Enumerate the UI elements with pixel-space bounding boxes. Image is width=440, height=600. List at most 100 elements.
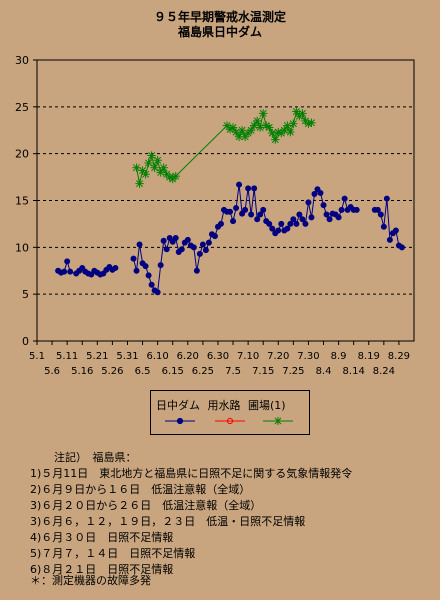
notes: 注記） 福島県： 1)５月11日 東北地方と福島県に日照不足に関する気象情報発令… xyxy=(30,450,352,578)
x-tick-label-bottom-4: 6.15 xyxy=(162,366,184,377)
notes-header: 注記） 福島県： xyxy=(54,451,137,464)
chart-legend: 日中ダム 用水路 圃場(1) xyxy=(150,390,310,435)
series-0-point-72 xyxy=(290,216,297,223)
series-0-point-82 xyxy=(320,202,327,209)
x-tick-label-top-12: 8.29 xyxy=(388,351,410,362)
legend-symbol-hojo-1 xyxy=(263,417,293,425)
series-0-point-21 xyxy=(136,241,143,248)
series-0-point-20 xyxy=(133,267,140,274)
x-tick-label-bottom-9: 8.4 xyxy=(316,366,332,377)
y-tick-label-2: 10 xyxy=(15,241,29,254)
x-tick-label-top-2: 5.21 xyxy=(86,351,108,362)
y-tick-label-6: 30 xyxy=(15,54,29,67)
legend-symbol-yosuiro xyxy=(215,417,245,425)
note-item-4: 3)６月６，１２，１９日，２３日 低温・日照不足情報 xyxy=(30,515,306,528)
x-tick-label-bottom-3: 6.5 xyxy=(135,366,151,377)
series-0-point-24 xyxy=(145,272,152,279)
series-0-point-101 xyxy=(392,227,399,234)
series-0-point-74 xyxy=(296,211,303,218)
series-2-point-35 xyxy=(286,127,295,137)
x-tick-label-top-11: 8.19 xyxy=(358,351,380,362)
series-0-point-78 xyxy=(308,214,315,221)
series-2-point-39 xyxy=(298,109,307,118)
x-tick-label-top-1: 5.11 xyxy=(56,351,78,362)
y-tick-label-3: 15 xyxy=(15,195,29,208)
x-tick-label-bottom-0: 5.6 xyxy=(44,366,60,377)
series-2-point-7 xyxy=(153,156,162,165)
series-0-point-30 xyxy=(163,246,170,253)
series-2-point-36 xyxy=(289,119,298,128)
series-0-point-42 xyxy=(199,241,206,248)
series-0-point-40 xyxy=(193,267,200,274)
series-2-point-6 xyxy=(150,163,159,172)
series-0-point-67 xyxy=(275,227,282,234)
series-0-point-70 xyxy=(284,225,291,232)
series-0-point-89 xyxy=(341,195,348,202)
series-0-point-65 xyxy=(269,225,276,232)
x-tick-label-bottom-10: 8.14 xyxy=(343,366,365,377)
series-2-point-3 xyxy=(141,170,150,179)
series-0-point-29 xyxy=(160,237,167,244)
chart-title-line-2: 福島県日中ダム xyxy=(177,25,262,39)
series-0-point-61 xyxy=(257,211,264,218)
series-0-point-83 xyxy=(323,211,330,218)
series-0-point-59 xyxy=(251,185,258,192)
series-0-point-7 xyxy=(79,264,86,271)
x-tick-label-bottom-5: 6.25 xyxy=(192,366,214,377)
y-tick-label-0: 0 xyxy=(22,335,29,348)
note-item-5: 4)６月３０日 日照不足情報 xyxy=(30,531,174,544)
series-0-point-27 xyxy=(154,289,161,296)
line-chart: 0 5 10 15 20 25 30 5.1 5.11 5.21 5.31 6.10 6.20 6.30 7… xyxy=(15,54,415,377)
y-tick-label-5: 25 xyxy=(15,101,29,114)
series-2-point-2 xyxy=(138,166,147,175)
series-0-point-55 xyxy=(239,210,246,217)
series-0-point-71 xyxy=(287,220,294,227)
x-tick-label-top-6: 6.30 xyxy=(207,351,229,362)
series-0-point-39 xyxy=(190,244,197,251)
series-0-point-4 xyxy=(67,268,74,275)
legend-label-hojo-1: 圃場(1) xyxy=(248,399,286,412)
series-2-point-30 xyxy=(271,135,280,144)
series-0-point-95 xyxy=(374,206,381,213)
x-tick-label-bottom-7: 7.15 xyxy=(252,366,274,377)
series-2-point-0 xyxy=(132,163,141,172)
chart-title: ９５年早期警戒水温測定 福島県日中ダム xyxy=(0,10,440,40)
series-2-point-24 xyxy=(252,116,262,126)
x-tick-label-top-0: 5.1 xyxy=(29,351,45,362)
note-item-1: 1)５月11日 東北地方と福島県に日照不足に関する気象情報発令 xyxy=(30,467,353,480)
series-0-point-10 xyxy=(88,271,95,278)
series-2-point-1 xyxy=(135,179,144,188)
legend-label-yosuiro: 用水路 xyxy=(207,399,241,412)
series-0-point-28 xyxy=(157,262,164,269)
series-0-point-58 xyxy=(248,211,255,218)
y-tick-label-1: 5 xyxy=(22,288,29,301)
series-2-point-29 xyxy=(268,128,277,138)
series-0-point-76 xyxy=(302,220,309,227)
series-0-point-19 xyxy=(130,255,137,262)
series-2-point-22 xyxy=(246,126,256,135)
note-item-6: 5)７月７，１４日 日照不足情報 xyxy=(30,547,196,560)
series-0-point-77 xyxy=(305,199,312,206)
series-0-point-14 xyxy=(100,270,107,277)
x-tick-label-top-10: 8.9 xyxy=(331,351,347,362)
series-0-point-93 xyxy=(353,206,360,213)
series-0-point-57 xyxy=(245,185,252,192)
series-0-point-68 xyxy=(278,220,285,227)
series-0-point-96 xyxy=(377,211,384,218)
series-2-point-5 xyxy=(147,151,156,160)
series-0-point-18 xyxy=(112,264,119,271)
x-tick-label-top-4: 6.10 xyxy=(147,351,169,362)
series-0-point-41 xyxy=(196,250,203,257)
series-0-point-60 xyxy=(254,216,261,223)
series-2-point-9 xyxy=(159,163,168,172)
series-0-point-54 xyxy=(236,181,243,188)
series-0-point-88 xyxy=(338,206,345,213)
legend-symbols xyxy=(165,417,293,425)
series-0-point-73 xyxy=(293,220,300,227)
series-0-point-99 xyxy=(386,236,393,243)
series-0-point-48 xyxy=(217,220,224,227)
series-0-point-81 xyxy=(317,190,324,197)
x-tick-label-top-7: 7.10 xyxy=(237,351,259,362)
series-0-point-32 xyxy=(169,238,176,245)
series-0-point-53 xyxy=(233,204,240,211)
